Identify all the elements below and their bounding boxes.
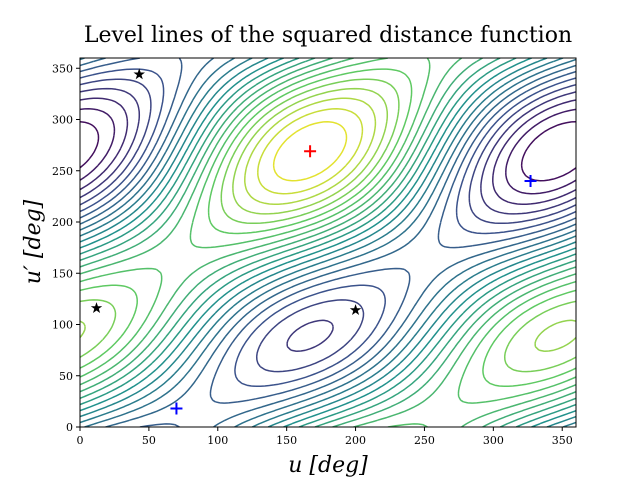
y-tick-label: 150 [52, 267, 73, 280]
plus-marker [524, 175, 537, 187]
contour-line [272, 120, 348, 182]
contour-line [80, 58, 576, 427]
y-tick-label: 0 [66, 421, 73, 434]
x-axis-label: u [deg] [288, 453, 368, 478]
x-tick-label: 300 [483, 434, 504, 447]
contour-line [80, 58, 576, 427]
x-tick-label: 50 [142, 434, 156, 447]
y-tick-label: 300 [52, 114, 73, 127]
star-marker [133, 68, 145, 80]
x-tick-label: 200 [345, 434, 366, 447]
contour-line [80, 78, 576, 373]
contour-line [80, 58, 576, 427]
contour-line [80, 58, 576, 427]
contour-line [244, 97, 377, 206]
contour-line [80, 58, 576, 427]
y-tick-label: 50 [59, 370, 73, 383]
y-tick-label: 200 [52, 216, 73, 229]
star-marker [349, 304, 362, 315]
contour-line [80, 58, 576, 427]
y-axis-label: u′ [deg] [21, 199, 46, 284]
chart-title: Level lines of the squared distance func… [84, 23, 572, 48]
x-tick-label: 250 [414, 434, 435, 447]
plus-marker [170, 402, 183, 415]
y-tick-label: 250 [52, 165, 73, 178]
contour-line [80, 68, 576, 388]
y-tick-label: 350 [52, 62, 73, 75]
contour-line [257, 108, 364, 195]
star-marker [90, 302, 103, 313]
contour-line [80, 58, 576, 427]
contour-line [80, 120, 576, 182]
contour-line [80, 78, 576, 373]
contour-line [80, 87, 576, 352]
contour-line [80, 58, 576, 427]
contour-line [80, 108, 576, 195]
x-tick-label: 100 [207, 434, 228, 447]
contour-lines [80, 58, 576, 427]
axes-frame [79, 57, 577, 428]
contour-line [80, 97, 576, 206]
contour-line [80, 58, 576, 427]
x-tick-label: 350 [552, 434, 573, 447]
x-tick-label: 0 [77, 434, 84, 447]
y-tick-label: 100 [52, 319, 73, 332]
contour-line [80, 68, 576, 388]
x-tick-label: 150 [276, 434, 297, 447]
contour-line [80, 87, 576, 352]
plus-marker [304, 145, 317, 158]
